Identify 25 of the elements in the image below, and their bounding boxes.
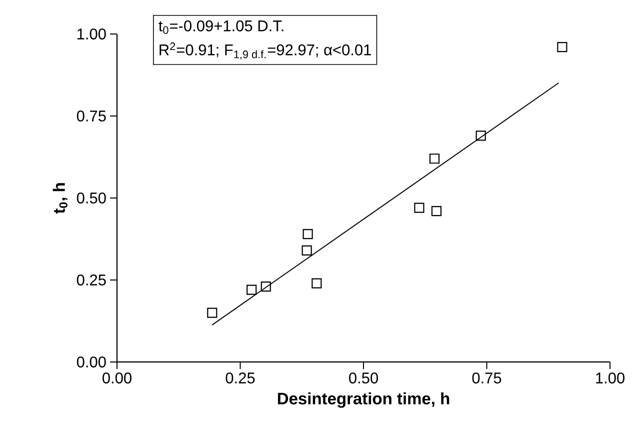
x-tick-label: 0.50 (349, 372, 378, 384)
point (312, 278, 322, 288)
annotation: R$^{2}$=0.91; F$_{1,9 d.f.}$=92.97; α<0.01 (160, 42, 371, 60)
x-tick-label: 1.00 (596, 372, 624, 384)
y-tick-label: 0.25 (76, 274, 106, 286)
point (260, 281, 271, 292)
point (302, 229, 313, 240)
point (246, 284, 257, 295)
y-tick-label: 0.00 (76, 356, 106, 368)
point (431, 206, 442, 216)
point (207, 308, 218, 318)
x-axis-title: Desintegration time, h (278, 392, 450, 408)
y-tick-label: 0.75 (76, 110, 106, 122)
point (414, 202, 424, 213)
text: t$_{0}$=-0.09+1.05 D.T. (158, 20, 284, 34)
point (557, 42, 568, 52)
point (476, 130, 486, 141)
point (302, 245, 312, 256)
y-tick-label: 0.50 (76, 192, 106, 204)
x-tick-label: 0.00 (102, 372, 132, 384)
y-axis-title: t$_{0}$, h (52, 183, 68, 214)
x-tick-label: 0.75 (472, 372, 502, 384)
x-tick-label: 0.25 (226, 372, 255, 384)
y-tick-label: 1.00 (78, 28, 106, 40)
point (429, 154, 440, 164)
